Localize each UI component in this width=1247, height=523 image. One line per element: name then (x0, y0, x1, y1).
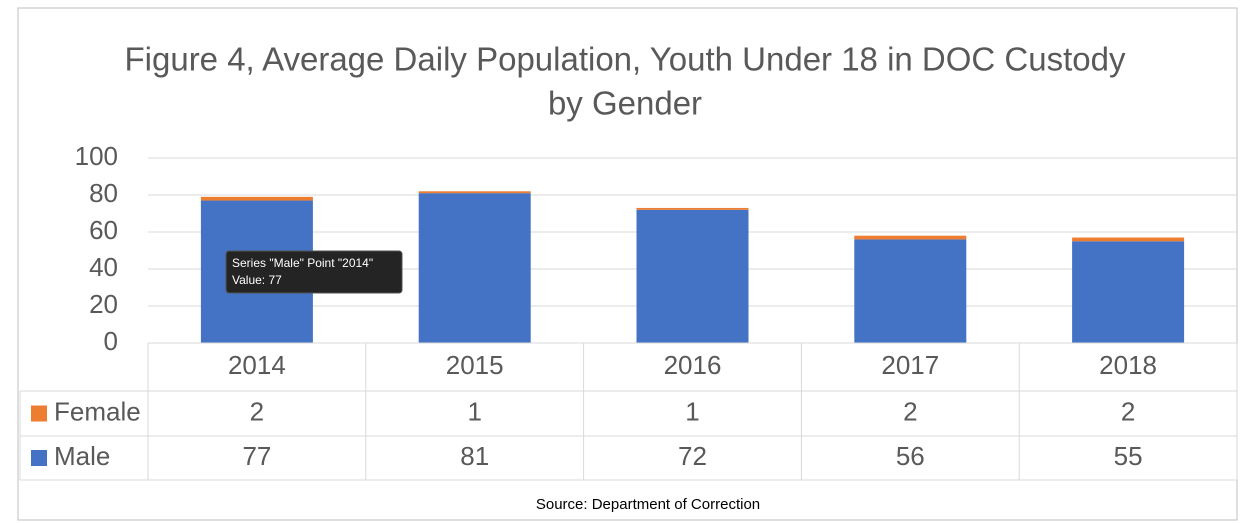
table-value: 72 (678, 441, 707, 471)
legend-label: Female (54, 396, 141, 426)
table-value: 81 (460, 441, 489, 471)
y-tick-label: 20 (89, 289, 118, 319)
x-tick-label: 2014 (228, 350, 286, 380)
x-tick-label: 2017 (881, 350, 939, 380)
table-value: 55 (1114, 441, 1143, 471)
legend-label: Male (54, 441, 110, 471)
table-value: 77 (242, 441, 271, 471)
tooltip-text: Value: 77 (232, 273, 282, 287)
table-value: 1 (685, 396, 699, 426)
bar-segment (418, 193, 531, 343)
table-value: 56 (896, 441, 925, 471)
bar-segment (1072, 241, 1185, 343)
bar-segment (1072, 237, 1185, 242)
x-tick-label: 2015 (446, 350, 504, 380)
chart-title: by Gender (548, 85, 702, 122)
tooltip (225, 250, 403, 294)
y-tick-label: 0 (104, 326, 118, 356)
tooltip-text: Series "Male" Point "2014" (232, 256, 373, 270)
bar-segment (636, 209, 749, 343)
table-value: 1 (467, 396, 481, 426)
x-tick-label: 2018 (1099, 350, 1157, 380)
bar-segment (636, 207, 749, 210)
chart-title: Figure 4, Average Daily Population, Yout… (125, 41, 1126, 78)
bar-segment (854, 235, 967, 240)
source-note: Source: Department of Correction (536, 496, 760, 513)
bar-segment (418, 191, 531, 194)
table-value: 2 (250, 396, 264, 426)
bar-segment (854, 239, 967, 343)
table-value: 2 (1121, 396, 1135, 426)
y-tick-label: 40 (89, 252, 118, 282)
table-value: 2 (903, 396, 917, 426)
legend-swatch (31, 450, 47, 466)
legend-swatch (31, 405, 47, 422)
y-tick-label: 60 (89, 215, 118, 245)
y-tick-label: 80 (89, 178, 118, 208)
y-tick-label: 100 (75, 141, 118, 171)
bar-segment (200, 196, 313, 201)
x-tick-label: 2016 (664, 350, 722, 380)
